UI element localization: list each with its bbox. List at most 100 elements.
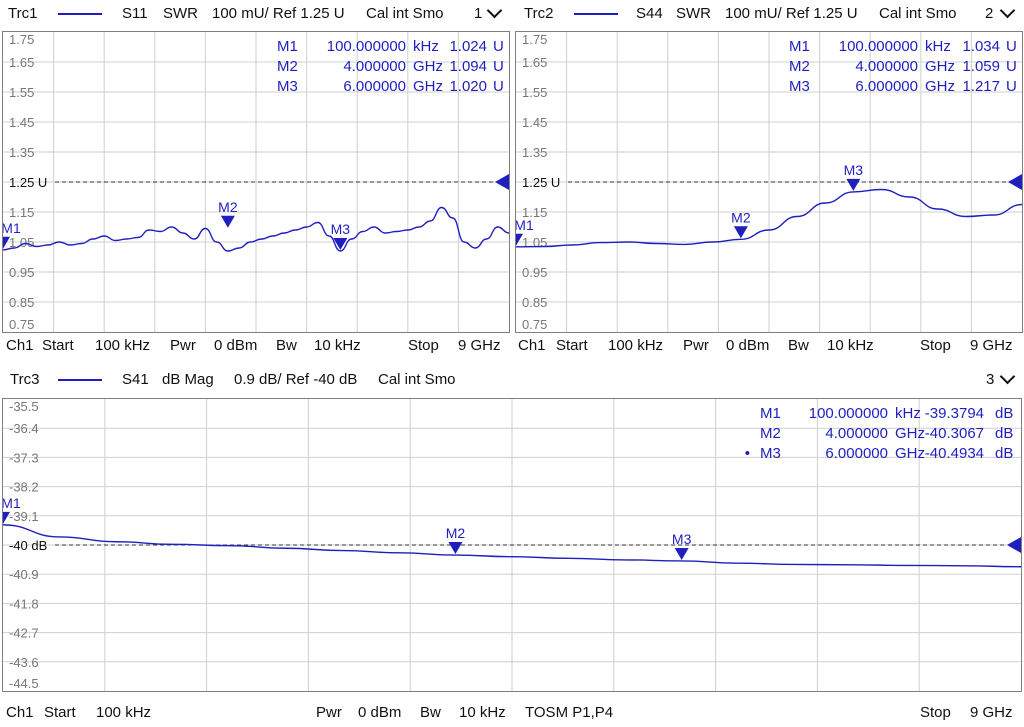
format[interactable]: dB Mag	[162, 371, 214, 388]
s-parameter[interactable]: S41	[122, 371, 149, 388]
s-parameter[interactable]: S44	[636, 5, 663, 22]
trace-header-trc3[interactable]: Trc3 S41 dB Mag 0.9 dB/ Ref -40 dB Cal i…	[0, 366, 1024, 392]
stop-value[interactable]: 9 GHz	[970, 704, 1013, 721]
marker-table-cell: 100.000000	[809, 405, 888, 422]
marker-table-cell: -40.3067	[925, 425, 984, 442]
stop-label: Stop	[920, 337, 951, 354]
stop-value[interactable]: 9 GHz	[458, 337, 501, 354]
stop-label: Stop	[408, 337, 439, 354]
marker-info-table[interactable]: M1 100.000000 kHz -39.3794 dB M2 4.000000 GHz -4…	[745, 405, 1014, 462]
s-parameter[interactable]: S11	[122, 5, 148, 22]
reference-position-arrow-icon[interactable]	[1008, 174, 1022, 190]
power-label: Pwr	[316, 704, 342, 721]
marker-label: M3	[672, 531, 692, 547]
trace-name[interactable]: Trc1	[8, 5, 38, 22]
chevron-down-icon[interactable]	[486, 2, 503, 19]
calibration-label[interactable]: TOSM P1,P4	[525, 704, 614, 721]
start-value[interactable]: 100 kHz	[96, 704, 152, 721]
marker-table-cell: 1.020	[449, 78, 487, 95]
bandwidth-value[interactable]: 10 kHz	[459, 704, 506, 721]
reference-position-arrow-icon[interactable]	[495, 174, 509, 190]
marker-m3-icon[interactable]	[846, 178, 861, 191]
marker-label: M1	[516, 217, 534, 233]
marker-m3-icon[interactable]	[674, 548, 689, 561]
marker-m2-icon[interactable]	[220, 215, 235, 228]
y-tick-label: 0.75	[522, 317, 547, 332]
y-tick-label: 0.75	[9, 317, 34, 332]
diagram-area-trc2[interactable]: 1.75 1.65 1.55 1.45 1.35 1.25 U 1.15 1.05 0.95 0.…	[515, 31, 1023, 333]
bandwidth-value[interactable]: 10 kHz	[314, 337, 361, 354]
trace-name[interactable]: Trc2	[524, 5, 554, 22]
channel-label[interactable]: Ch1	[6, 337, 34, 354]
diagram-area-trc1[interactable]: 1.75 1.65 1.55 1.45 1.35 1.25 U 1.15 1.05 0.95 0.…	[2, 31, 510, 333]
y-tick-label: 1.65	[522, 55, 547, 70]
cal-status[interactable]: Cal int Smo	[879, 5, 957, 22]
grid	[3, 32, 509, 332]
diagram-area-trc3[interactable]: -35.5 -36.4 -37.3 -38.2 -39.1 -40 dB -40.9 -41.…	[2, 398, 1022, 692]
marker-m1-icon[interactable]	[516, 233, 523, 246]
channel-index[interactable]: 2	[985, 5, 994, 22]
y-tick-label: 1.45	[522, 115, 547, 130]
chevron-down-icon[interactable]	[999, 2, 1016, 19]
trace-header-trc1[interactable]: Trc1 S11 SWR 100 mU/ Ref 1.25 U Cal int …	[0, 0, 512, 26]
chevron-down-icon[interactable]	[999, 368, 1016, 385]
format[interactable]: SWR	[163, 5, 198, 22]
y-tick-label: 0.85	[522, 295, 547, 310]
trace-name[interactable]: Trc3	[10, 371, 40, 388]
power-value[interactable]: 0 dBm	[726, 337, 770, 354]
marker-table-cell: 1.034	[962, 38, 1000, 55]
marker-label: M1	[3, 495, 21, 511]
start-value[interactable]: 100 kHz	[95, 337, 151, 354]
power-label: Pwr	[683, 337, 709, 354]
marker-table-cell: -40.4934	[925, 445, 984, 462]
marker-label: M1	[3, 220, 21, 236]
marker-info-table[interactable]: M1 100.000000 kHz 1.024 U M2 4.000000 GHz 1.094 U…	[277, 38, 504, 95]
marker-table-cell: GHz	[895, 445, 925, 462]
marker-label: M3	[331, 221, 351, 237]
channel-index[interactable]: 3	[986, 371, 995, 388]
y-tick-label: -42.7	[9, 626, 39, 641]
power-value[interactable]: 0 dBm	[358, 704, 402, 721]
bandwidth-value[interactable]: 10 kHz	[827, 337, 874, 354]
marker-m1-icon[interactable]	[3, 236, 10, 249]
marker-table-cell: M2	[277, 58, 298, 75]
trace-line[interactable]	[3, 524, 1021, 568]
bandwidth-label: Bw	[788, 337, 809, 354]
cal-status[interactable]: Cal int Smo	[366, 5, 444, 22]
marker-label: M3	[844, 162, 864, 178]
marker-m2-icon[interactable]	[448, 541, 463, 554]
channel-label[interactable]: Ch1	[6, 704, 34, 721]
y-tick-label: 1.05	[9, 235, 34, 250]
trace-header-trc2[interactable]: Trc2 S44 SWR 100 mU/ Ref 1.25 U Cal int …	[512, 0, 1024, 26]
reference-position-arrow-icon[interactable]	[1007, 537, 1021, 553]
marker-m3-icon[interactable]	[333, 238, 348, 250]
scale[interactable]: 100 mU/ Ref 1.25 U	[212, 5, 345, 22]
marker-table-cell: GHz	[895, 425, 925, 442]
marker-table-cell: U	[493, 78, 504, 95]
reference-value-label: 1.25 U	[522, 175, 560, 190]
marker-info-table[interactable]: M1 100.000000 kHz 1.034 U M2 4.000000 GHz 1.059 U…	[789, 38, 1017, 95]
start-value[interactable]: 100 kHz	[608, 337, 664, 354]
marker-table-cell: 1.024	[449, 38, 487, 55]
power-value[interactable]: 0 dBm	[214, 337, 258, 354]
reference-value-label: 1.25 U	[9, 175, 47, 190]
marker-table-cell: dB	[995, 425, 1013, 442]
marker-m2-icon[interactable]	[733, 226, 748, 239]
channel-footer-trc3: Ch1 Start 100 kHz Pwr 0 dBm Bw 10 kHz TO…	[0, 704, 1024, 724]
scale[interactable]: 0.9 dB/ Ref -40 dB	[234, 371, 358, 388]
channel-label[interactable]: Ch1	[518, 337, 546, 354]
marker-table-cell: kHz	[895, 405, 921, 422]
channel-index[interactable]: 1	[474, 5, 483, 22]
trace-line[interactable]	[3, 206, 509, 252]
trace-line[interactable]	[516, 188, 1022, 248]
format[interactable]: SWR	[676, 5, 711, 22]
cal-status[interactable]: Cal int Smo	[378, 371, 456, 388]
marker-table-cell: U	[493, 58, 504, 75]
y-tick-label: 1.35	[522, 145, 547, 160]
y-tick-label: 1.15	[522, 205, 547, 220]
y-tick-label: -39.1	[9, 509, 39, 524]
scale[interactable]: 100 mU/ Ref 1.25 U	[725, 5, 858, 22]
power-label: Pwr	[170, 337, 196, 354]
stop-value[interactable]: 9 GHz	[970, 337, 1013, 354]
marker-table-cell: GHz	[925, 58, 955, 75]
